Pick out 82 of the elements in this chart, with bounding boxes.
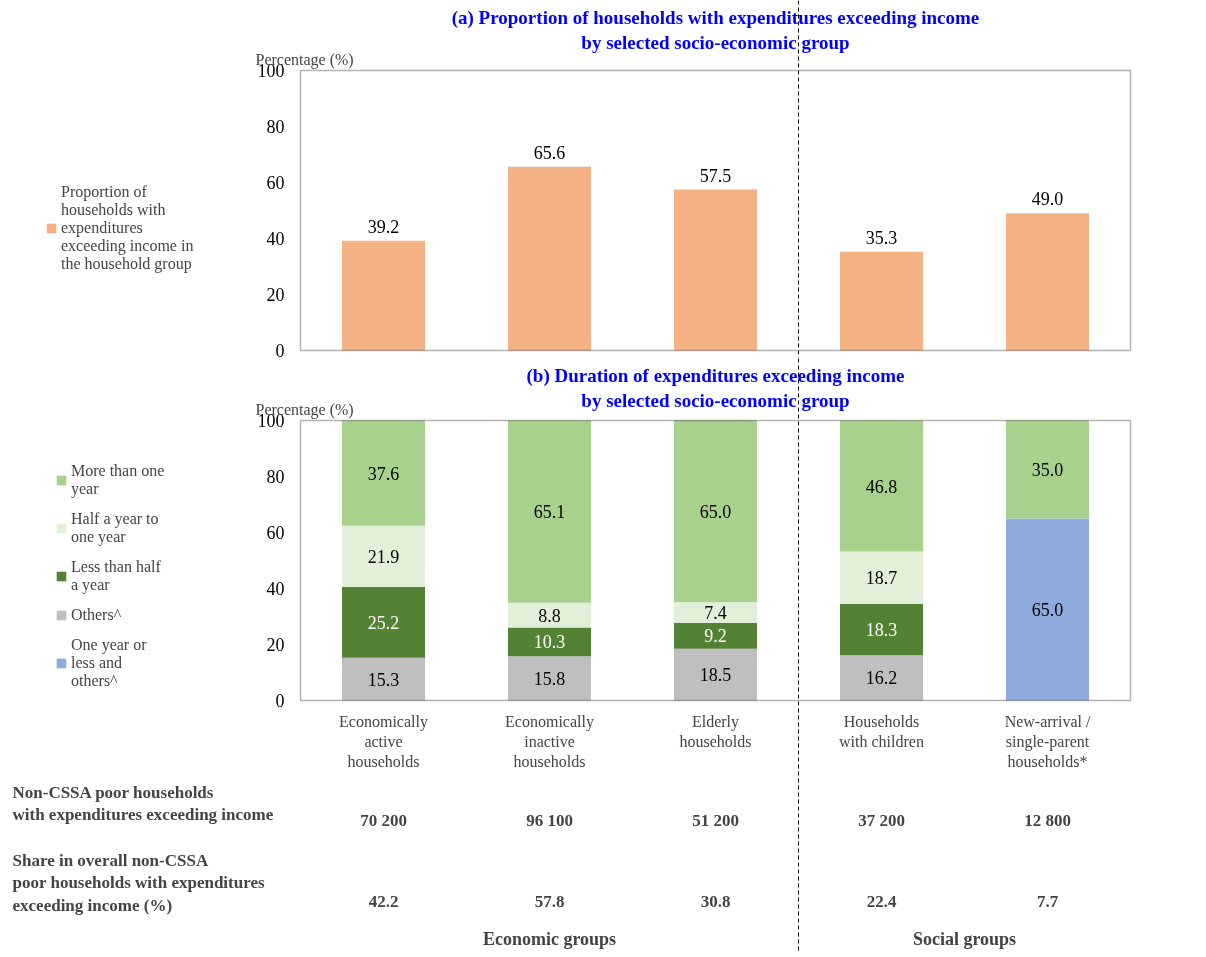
data-label: 8.8 — [538, 605, 561, 626]
legend-label: Others^ — [71, 606, 122, 624]
data-label: 65.6 — [533, 142, 566, 163]
data-label: 37.6 — [367, 463, 400, 484]
bar — [342, 240, 425, 351]
x-tick-label: Elderly households — [679, 712, 752, 750]
text: 96 100 — [526, 810, 573, 830]
data-label: 46.8 — [865, 476, 898, 497]
bar — [342, 587, 425, 658]
data-label: 18.3 — [865, 620, 898, 641]
bar — [840, 420, 923, 552]
bar — [674, 602, 757, 623]
data-label: 18.5 — [699, 665, 732, 686]
bar — [674, 622, 757, 649]
data-label: 9.2 — [704, 626, 727, 647]
legend-label: Half a year to one year — [71, 510, 159, 546]
data-label: 15.3 — [367, 669, 400, 690]
text: 70 200 — [360, 810, 407, 830]
text: 12 800 — [1024, 810, 1071, 830]
data-label: 7.4 — [704, 603, 727, 624]
y-tick-label: 0 — [275, 341, 285, 361]
bar — [342, 657, 425, 701]
x-tick-label: Households with children — [839, 712, 924, 750]
y-tick-label: 0 — [275, 691, 285, 711]
bar — [840, 251, 923, 351]
data-label: 35.0 — [1031, 460, 1064, 480]
y-tick-label: 40 — [266, 229, 285, 249]
text: 7.7 — [1036, 891, 1059, 911]
y-tick-label: 20 — [266, 635, 285, 655]
text: Economic groups — [482, 928, 617, 949]
x-tick-label: Economically active households — [339, 712, 428, 771]
y-tick-label: 60 — [266, 523, 285, 543]
text: 42.2 — [368, 891, 399, 911]
legend-label: Less than half a year — [71, 558, 161, 594]
data-label: 57.5 — [699, 165, 732, 186]
data-label: 15.8 — [533, 668, 566, 689]
data-label: 16.2 — [865, 668, 898, 689]
chart-title: (a) Proportion of households with expenditures exceeding income by selected socio-economic group — [451, 6, 980, 53]
y-tick-label: 20 — [266, 285, 285, 305]
data-label: 21.9 — [367, 546, 400, 567]
data-label: 65.1 — [533, 502, 566, 523]
text: 37 200 — [858, 810, 905, 830]
bar — [674, 420, 757, 603]
y-tick-label: 80 — [266, 467, 285, 487]
bar — [508, 420, 591, 603]
text: 30.8 — [700, 891, 731, 911]
text: 51 200 — [692, 810, 739, 830]
bar — [674, 189, 757, 351]
text: Non-CSSA poor households with expenditures exceeding income — [12, 782, 274, 825]
text: 22.4 — [866, 891, 897, 911]
bar — [508, 627, 591, 657]
y-tick-label: 40 — [266, 579, 285, 599]
data-label: 65.0 — [699, 501, 732, 522]
bar — [1006, 213, 1089, 351]
data-label: 18.7 — [865, 568, 898, 589]
bar — [674, 648, 757, 701]
text: Share in overall non-CSSA poor households with expenditures exceeding income (%) — [12, 850, 265, 916]
bar — [1006, 420, 1089, 519]
data-label: 10.3 — [533, 632, 566, 653]
bar — [840, 603, 923, 656]
legend-label: One year or less and others^ — [71, 636, 147, 690]
x-tick-label: Economically inactive households — [505, 712, 594, 771]
text: 57.8 — [534, 891, 565, 911]
bar — [508, 166, 591, 351]
bar — [840, 655, 923, 701]
data-label: 25.2 — [367, 612, 400, 633]
chart-title: (b) Duration of expenditures exceeding income by selected socio-economic group — [526, 364, 905, 411]
y-tick-label: 80 — [266, 117, 285, 137]
bar — [508, 656, 591, 701]
data-label: 39.2 — [367, 216, 400, 237]
data-label: 35.3 — [865, 227, 898, 248]
bar — [840, 551, 923, 604]
data-label: 49.0 — [1031, 189, 1064, 210]
text: Social groups — [912, 928, 1017, 949]
bar — [342, 525, 425, 588]
bar — [1006, 518, 1089, 701]
data-label: 65.0 — [1031, 600, 1064, 620]
legend-label: More than one year — [71, 462, 165, 498]
legend-label: Proportion of households with expenditures exceeding income in the household group — [61, 183, 194, 273]
bar — [342, 420, 425, 526]
x-tick-label: New-arrival / single-parent households* — [1004, 712, 1091, 771]
y-tick-label: 60 — [266, 173, 285, 193]
